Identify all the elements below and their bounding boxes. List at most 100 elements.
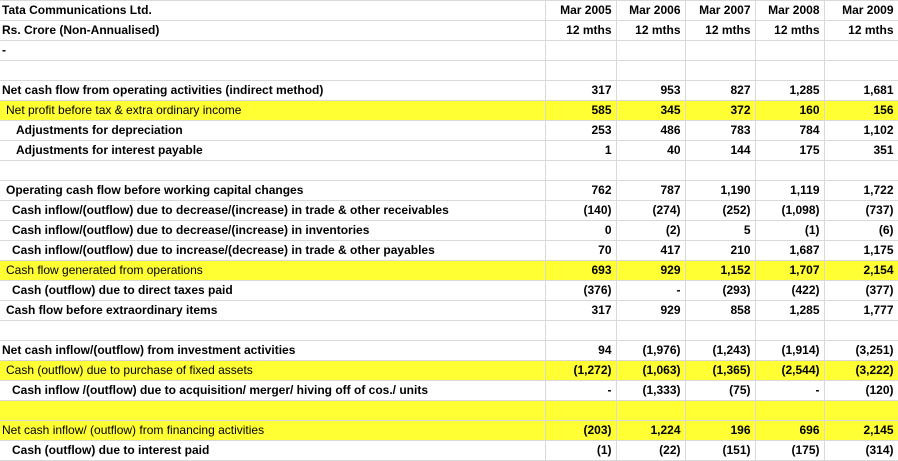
row-value: [824, 320, 898, 341]
row-value: 1,152: [685, 260, 756, 281]
row-value: (274): [616, 200, 686, 221]
row-value: 858: [685, 300, 756, 321]
row-value: 486: [616, 120, 686, 141]
row-value: 762: [545, 180, 617, 201]
row-value: 1,707: [755, 260, 825, 281]
duration-header: 12 mths: [755, 20, 825, 41]
row-value: 175: [755, 140, 825, 161]
table-row: Net profit before tax & extra ordinary i…: [0, 100, 898, 121]
row-value: 1,224: [616, 420, 686, 441]
company-name: Tata Communications Ltd.: [0, 0, 546, 21]
row-value: [545, 160, 617, 181]
row-label: Net cash inflow/ (outflow) from financin…: [0, 420, 546, 441]
row-value: 210: [685, 240, 756, 261]
period-header: Mar 2008: [755, 0, 825, 21]
row-value: 2,145: [824, 420, 898, 441]
row-value: (3,222): [824, 360, 898, 381]
table-row: Cash (outflow) due to direct taxes paid(…: [0, 280, 898, 301]
row-value: [824, 400, 898, 421]
row-value: 1,175: [824, 240, 898, 261]
table-row: Cash (outflow) due to interest paid (1) (2…: [0, 440, 898, 461]
row-value: 929: [616, 260, 686, 281]
blank-row: [0, 160, 898, 181]
row-value: (2): [616, 220, 686, 241]
row-value: 783: [685, 120, 756, 141]
row-value: (1,333): [616, 380, 686, 401]
row-value: 2,154: [824, 260, 898, 281]
row-label: Cash flow generated from operations: [0, 260, 546, 281]
row-value: (376): [545, 280, 617, 301]
period-header: Mar 2005: [545, 0, 617, 21]
row-value: (6): [824, 220, 898, 241]
row-label: [0, 320, 546, 341]
row-value: [824, 60, 898, 81]
table-row: Cash inflow/(outflow) due to decrease/(i…: [0, 220, 898, 241]
row-value: -: [755, 380, 825, 401]
row-value: 827: [685, 80, 756, 101]
table-row: Cash (outflow) due to purchase of fixed …: [0, 360, 898, 381]
row-value: [755, 320, 825, 341]
table-row: Operating cash flow before working capit…: [0, 180, 898, 201]
row-value: (422): [755, 280, 825, 301]
period-header: Mar 2009: [824, 0, 898, 21]
row-value: 40: [616, 140, 686, 161]
table-row: Adjustments for interest payable 1 40 144 17…: [0, 140, 898, 161]
row-value: (203): [545, 420, 617, 441]
table-row: Cash inflow/(outflow) due to increase/(d…: [0, 240, 898, 261]
row-value: 1,722: [824, 180, 898, 201]
row-label: Net cash inflow/(outflow) from investmen…: [0, 340, 546, 361]
row-value: (1,365): [685, 360, 756, 381]
row-value: (377): [824, 280, 898, 301]
row-value: [755, 60, 825, 81]
row-value: (3,251): [824, 340, 898, 361]
table-row: Cash flow generated from operations 693 92…: [0, 260, 898, 281]
row-label: Cash (outflow) due to direct taxes paid: [0, 280, 546, 301]
row-value: 585: [545, 100, 617, 121]
row-value: 1,190: [685, 180, 756, 201]
row-label: Cash flow before extraordinary items: [0, 300, 546, 321]
row-value: (1): [755, 220, 825, 241]
row-label: Cash inflow/(outflow) due to increase/(d…: [0, 240, 546, 261]
data-rows: Net cash flow from operating activities …: [0, 60, 898, 461]
row-value: 696: [755, 420, 825, 441]
row-value: 144: [685, 140, 756, 161]
row-value: [616, 160, 686, 181]
row-value: 1,285: [755, 300, 825, 321]
row-label: Cash inflow /(outflow) due to acquisitio…: [0, 380, 546, 401]
blank-row: [0, 60, 898, 81]
row-value: 5: [685, 220, 756, 241]
row-value: 787: [616, 180, 686, 201]
duration-header: 12 mths: [545, 20, 617, 41]
row-value: 1,681: [824, 80, 898, 101]
header-row-unit: Rs. Crore (Non-Annualised) 12 mths 12 mt…: [0, 20, 898, 41]
row-value: 156: [824, 100, 898, 121]
row-value: (2,544): [755, 360, 825, 381]
row-value: 953: [616, 80, 686, 101]
header-row-company: Tata Communications Ltd. Mar 2005 Mar 20…: [0, 0, 898, 21]
row-value: [685, 400, 756, 421]
row-value: (120): [824, 380, 898, 401]
row-value: (737): [824, 200, 898, 221]
duration-header: 12 mths: [616, 20, 686, 41]
duration-header: 12 mths: [685, 20, 756, 41]
row-value: (140): [545, 200, 617, 221]
row-value: 929: [616, 300, 686, 321]
table-row: Cash inflow/(outflow) due to decrease/(i…: [0, 200, 898, 221]
row-value: [616, 400, 686, 421]
row-value: 94: [545, 340, 617, 361]
row-value: 70: [545, 240, 617, 261]
table-row: Cash inflow /(outflow) due to acquisitio…: [0, 380, 898, 401]
row-value: 417: [616, 240, 686, 261]
row-value: (1,063): [616, 360, 686, 381]
table-row: Net cash inflow/ (outflow) from financin…: [0, 420, 898, 441]
row-value: 1,119: [755, 180, 825, 201]
row-value: (293): [685, 280, 756, 301]
row-value: [545, 320, 617, 341]
row-value: (151): [685, 440, 756, 461]
table-row: Net cash inflow/(outflow) from investmen…: [0, 340, 898, 361]
row-value: 160: [755, 100, 825, 121]
row-value: (252): [685, 200, 756, 221]
period-header: Mar 2006: [616, 0, 686, 21]
blank-row: [0, 400, 898, 421]
